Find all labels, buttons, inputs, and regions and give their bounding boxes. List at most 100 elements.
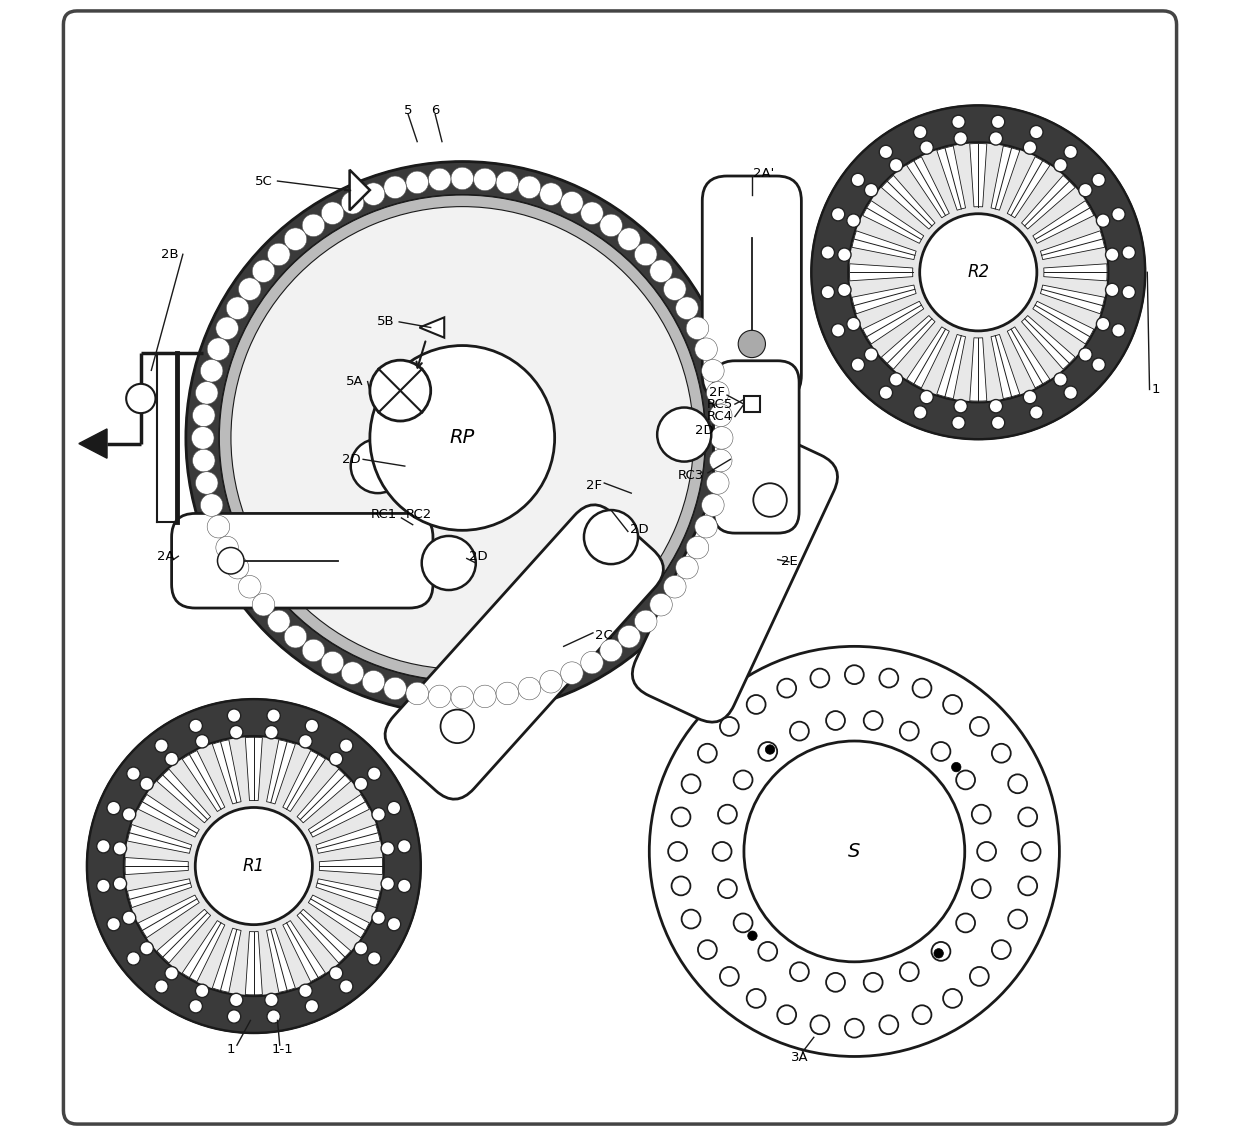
Circle shape: [238, 575, 260, 598]
Circle shape: [351, 439, 404, 493]
Text: 5: 5: [404, 103, 413, 117]
FancyBboxPatch shape: [63, 11, 1177, 1124]
Circle shape: [734, 914, 753, 932]
Circle shape: [299, 734, 312, 748]
Text: RC3: RC3: [678, 469, 704, 481]
Wedge shape: [298, 909, 351, 962]
Circle shape: [682, 909, 701, 928]
Text: 2B: 2B: [161, 247, 179, 261]
Circle shape: [87, 699, 420, 1033]
Wedge shape: [182, 750, 224, 812]
Text: 1: 1: [1152, 382, 1161, 396]
Wedge shape: [1040, 230, 1105, 260]
Circle shape: [387, 801, 401, 815]
Circle shape: [267, 1010, 280, 1023]
Circle shape: [330, 967, 342, 980]
Circle shape: [384, 176, 407, 199]
Circle shape: [663, 575, 686, 598]
Wedge shape: [970, 143, 987, 207]
Circle shape: [1023, 390, 1037, 404]
Wedge shape: [157, 909, 211, 962]
Circle shape: [600, 215, 622, 237]
Wedge shape: [1044, 263, 1107, 280]
Circle shape: [668, 842, 687, 860]
Wedge shape: [1022, 316, 1075, 369]
Circle shape: [265, 725, 278, 739]
Circle shape: [227, 1010, 241, 1023]
Circle shape: [330, 753, 342, 766]
Circle shape: [370, 345, 554, 530]
Text: R2: R2: [967, 263, 990, 281]
Circle shape: [709, 449, 732, 472]
Circle shape: [844, 665, 864, 684]
Circle shape: [126, 952, 140, 965]
Circle shape: [811, 106, 1145, 439]
Circle shape: [759, 942, 777, 961]
Wedge shape: [157, 770, 211, 823]
Wedge shape: [906, 157, 950, 218]
Circle shape: [1029, 126, 1043, 138]
Circle shape: [944, 695, 962, 714]
Circle shape: [196, 734, 208, 748]
Text: 5C: 5C: [255, 175, 273, 187]
FancyBboxPatch shape: [171, 513, 433, 608]
Circle shape: [672, 807, 691, 826]
Wedge shape: [852, 230, 916, 260]
Wedge shape: [246, 738, 263, 800]
Wedge shape: [991, 335, 1019, 398]
Wedge shape: [139, 896, 200, 938]
Circle shape: [702, 494, 724, 516]
Circle shape: [207, 338, 229, 361]
Circle shape: [381, 877, 394, 890]
Circle shape: [663, 278, 686, 301]
Text: RC4: RC4: [707, 410, 733, 423]
Circle shape: [844, 1019, 864, 1037]
Wedge shape: [970, 338, 987, 401]
Circle shape: [1029, 406, 1043, 419]
Circle shape: [107, 917, 120, 931]
Circle shape: [340, 980, 353, 993]
Circle shape: [496, 171, 518, 194]
Circle shape: [216, 537, 238, 558]
Circle shape: [618, 625, 640, 648]
Text: 2D: 2D: [342, 453, 361, 465]
Circle shape: [340, 739, 353, 753]
Circle shape: [832, 323, 844, 337]
Circle shape: [879, 145, 893, 159]
Circle shape: [970, 967, 988, 986]
Text: 3A: 3A: [791, 1051, 808, 1065]
Circle shape: [123, 808, 135, 821]
Circle shape: [1112, 208, 1125, 221]
Circle shape: [920, 390, 934, 404]
Wedge shape: [246, 932, 263, 995]
Wedge shape: [212, 740, 241, 804]
Circle shape: [753, 484, 787, 516]
Circle shape: [192, 449, 215, 472]
Circle shape: [155, 739, 169, 753]
Circle shape: [201, 360, 223, 382]
Wedge shape: [1033, 201, 1094, 243]
Circle shape: [321, 202, 343, 225]
Circle shape: [851, 174, 864, 186]
Circle shape: [1008, 774, 1027, 793]
Circle shape: [405, 171, 429, 194]
Wedge shape: [309, 896, 370, 938]
Circle shape: [387, 917, 401, 931]
Circle shape: [744, 741, 965, 961]
Circle shape: [698, 743, 717, 763]
Circle shape: [672, 876, 691, 896]
Circle shape: [711, 427, 733, 449]
Circle shape: [720, 967, 739, 986]
Wedge shape: [936, 335, 966, 398]
Circle shape: [992, 115, 1004, 128]
Circle shape: [252, 594, 275, 616]
Circle shape: [580, 202, 604, 225]
Circle shape: [698, 940, 717, 959]
Circle shape: [879, 1016, 898, 1034]
Circle shape: [748, 931, 758, 941]
Circle shape: [832, 208, 844, 221]
Circle shape: [707, 472, 729, 494]
Circle shape: [252, 260, 275, 283]
Circle shape: [650, 594, 672, 616]
Circle shape: [226, 556, 249, 579]
